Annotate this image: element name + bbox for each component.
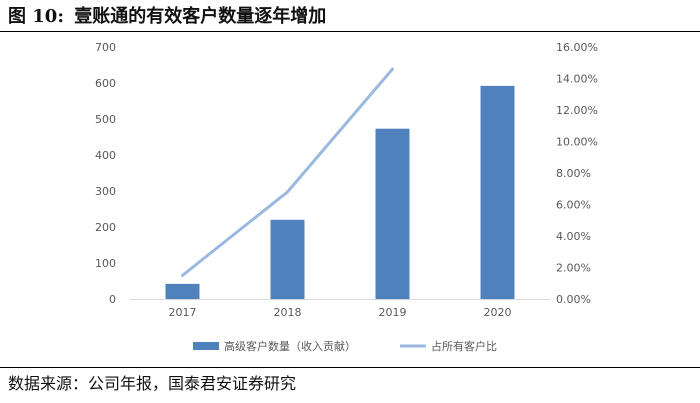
y-right-tick-label: 0.00% bbox=[556, 293, 591, 306]
y-right-tick-label: 14.00% bbox=[556, 73, 598, 86]
y-right-tick-label: 16.00% bbox=[556, 41, 598, 54]
y-left-tick-label: 400 bbox=[95, 149, 116, 162]
y-left-tick-label: 500 bbox=[95, 113, 116, 126]
source-rule bbox=[0, 367, 700, 368]
y-right-tick-label: 2.00% bbox=[556, 262, 591, 275]
source-note: 数据来源：公司年报，国泰君安证券研究 bbox=[8, 374, 297, 393]
legend-swatch-bar bbox=[193, 342, 219, 350]
bar-2018 bbox=[270, 219, 305, 299]
y-right-tick-label: 6.00% bbox=[556, 199, 591, 212]
x-tick-label: 2020 bbox=[484, 306, 512, 319]
y-left-tick-label: 100 bbox=[95, 257, 116, 270]
y-left-tick-label: 200 bbox=[95, 221, 116, 234]
y-right-tick-label: 4.00% bbox=[556, 230, 591, 243]
combo-chart: 0 100 200 300 400 500 600 700 0.00% 2.00% 4.00% 6.0… bbox=[95, 41, 598, 353]
y-right-tick-label: 8.00% bbox=[556, 167, 591, 180]
bar-2019 bbox=[375, 128, 410, 299]
y-right-tick-label: 12.00% bbox=[556, 104, 598, 117]
x-tick-label: 2017 bbox=[169, 306, 197, 319]
y-left-tick-label: 700 bbox=[95, 41, 116, 54]
title-rule bbox=[0, 31, 700, 32]
line-share-of-customers bbox=[181, 67, 394, 277]
legend-label-line: 占所有客户比 bbox=[431, 339, 497, 353]
y-right-tick-label: 10.00% bbox=[556, 136, 598, 149]
x-tick-label: 2019 bbox=[379, 306, 407, 319]
bar-2020 bbox=[480, 85, 515, 299]
figure-number: 10: bbox=[32, 6, 64, 27]
bar-2017 bbox=[165, 283, 200, 299]
x-tick-label: 2018 bbox=[274, 306, 302, 319]
figure-title-text: 壹账通的有效客户数量逐年增加 bbox=[74, 6, 327, 27]
y-left-tick-label: 300 bbox=[95, 185, 116, 198]
y-left-tick-label: 600 bbox=[95, 77, 116, 90]
figure-title: 图 10: 壹账通的有效客户数量逐年增加 bbox=[8, 4, 326, 30]
figure-label: 图 bbox=[8, 6, 26, 27]
legend-label-bar: 高级客户数量（收入贡献） bbox=[224, 339, 356, 353]
y-left-tick-label: 0 bbox=[109, 293, 116, 306]
